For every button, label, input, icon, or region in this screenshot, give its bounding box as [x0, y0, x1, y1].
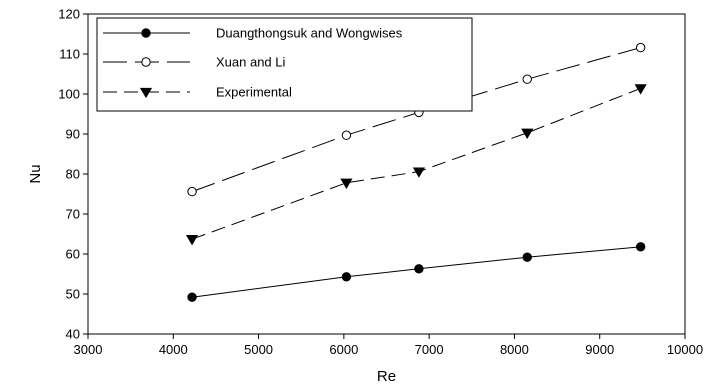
- x-tick-label: 7000: [415, 342, 444, 357]
- y-tick-label: 50: [66, 287, 80, 302]
- data-point-triangle-down: [139, 87, 153, 99]
- y-tick-label: 70: [66, 207, 80, 222]
- data-point-filled-circle: [187, 292, 197, 302]
- data-point-open-circle: [187, 186, 197, 197]
- data-point-triangle-down: [412, 167, 425, 178]
- x-tick-label: 4000: [159, 342, 188, 357]
- y-tick-label: 60: [66, 247, 80, 262]
- y-tick-label: 90: [66, 127, 80, 142]
- x-tick-label: 6000: [329, 342, 358, 357]
- y-tick-label: 110: [59, 47, 80, 62]
- y-tick-label: 40: [66, 327, 80, 342]
- data-point-triangle-down: [340, 178, 353, 189]
- y-tick-label: 80: [66, 167, 80, 182]
- data-point-triangle-down: [521, 128, 534, 139]
- legend-label: Duangthongsuk and Wongwises: [216, 26, 403, 41]
- x-tick-label: 9000: [585, 342, 614, 357]
- y-axis-title: Nu: [27, 164, 44, 183]
- y-tick-label: 100: [58, 87, 80, 102]
- data-point-filled-circle: [522, 252, 532, 262]
- y-tick-label: 120: [58, 7, 80, 22]
- data-point-open-circle: [141, 57, 151, 67]
- data-point-filled-circle: [141, 28, 151, 38]
- legend-label: Experimental: [216, 85, 292, 100]
- axes: 3000 4000 5000 6000 7000 8000 9000 10000 40 50 60 7…: [58, 7, 703, 358]
- legend: Duangthongsuk and Wongwises Xuan and Li Ex…: [96, 17, 473, 112]
- data-point-triangle-down: [185, 235, 199, 246]
- data-point-filled-circle: [414, 264, 424, 274]
- data-point-open-circle: [522, 74, 532, 84]
- series-markers: [185, 42, 647, 302]
- x-tick-label: 3000: [74, 342, 103, 357]
- x-tick-label: 8000: [500, 342, 529, 357]
- data-point-filled-circle: [341, 272, 352, 282]
- x-tick-label: 10000: [667, 342, 703, 357]
- data-point-open-circle: [635, 42, 646, 53]
- x-tick-label: 5000: [244, 342, 273, 357]
- x-axis-title: Re: [377, 368, 396, 385]
- data-point-triangle-down: [634, 84, 647, 95]
- legend-label: Xuan and Li: [216, 55, 286, 70]
- data-point-open-circle: [341, 130, 352, 140]
- data-point-filled-circle: [635, 242, 646, 252]
